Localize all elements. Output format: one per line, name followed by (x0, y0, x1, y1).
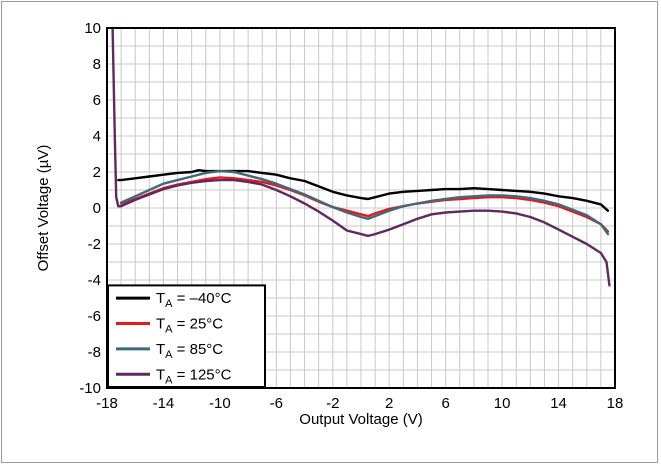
legend-box (107, 284, 266, 388)
x-tick-label: -6 (270, 395, 283, 412)
y-tick-label: 6 (93, 92, 101, 109)
legend-entry-subscript: A (165, 324, 173, 336)
series-line-4 (111, 26, 611, 287)
legend: TA = –40°CTA = 25°CTA = 85°CTA = 125°C (107, 284, 266, 388)
x-tick-label: -18 (96, 395, 118, 412)
legend-entry-name: T (156, 341, 165, 358)
y-tick-label: 8 (93, 56, 101, 73)
legend-entry: TA = 25°C (156, 316, 223, 336)
legend-entry-name: T (156, 366, 165, 383)
x-tick-label: 14 (550, 395, 567, 412)
plot-border (106, 27, 616, 389)
legend-entry-temperature: = 125°C (173, 366, 232, 383)
series-layer (111, 26, 611, 287)
y-tick-label: -8 (88, 344, 101, 361)
y-tick-label: -2 (88, 236, 101, 253)
y-axis-label: Offset Voltage (µV) (35, 145, 52, 272)
series-line-1 (117, 168, 610, 212)
y-tick-label: 0 (93, 200, 101, 217)
legend-entry: TA = –40°C (156, 290, 232, 310)
y-tick-label: -10 (79, 380, 101, 397)
y-tick-label: 10 (84, 20, 101, 37)
series-line-2 (119, 176, 610, 233)
legend-entry-name: T (156, 316, 165, 333)
tick-label-layer: -18 -14 -10 -6 -2 2 6 10 14 18 10 8 6 4 2 0 -2 -4 -6 -8 -10 (79, 20, 623, 412)
x-axis-label: Output Voltage (V) (299, 411, 422, 428)
x-tick-label: 2 (385, 395, 393, 412)
legend-entry-name: T (156, 290, 165, 307)
x-tick-label: -14 (153, 395, 175, 412)
legend-entry: TA = 125°C (156, 366, 232, 386)
legend-entry-temperature: = 25°C (173, 316, 224, 333)
legend-entry-subscript: A (165, 349, 173, 361)
x-tick-label: 18 (607, 395, 624, 412)
y-tick-label: 2 (93, 164, 101, 181)
y-tick-label: -4 (88, 272, 101, 289)
legend-entry-subscript: A (165, 298, 173, 310)
x-tick-label: 10 (494, 395, 511, 412)
series-line-3 (119, 169, 610, 236)
y-tick-label: 4 (93, 128, 101, 145)
x-tick-label: -10 (209, 395, 231, 412)
x-tick-label: 6 (441, 395, 449, 412)
y-tick-label: -6 (88, 308, 101, 325)
legend-entry: TA = 85°C (156, 341, 223, 361)
x-tick-label: -2 (326, 395, 339, 412)
legend-entry-temperature: = –40°C (173, 290, 232, 307)
legend-entry-temperature: = 85°C (173, 341, 224, 358)
legend-entry-subscript: A (165, 374, 173, 386)
